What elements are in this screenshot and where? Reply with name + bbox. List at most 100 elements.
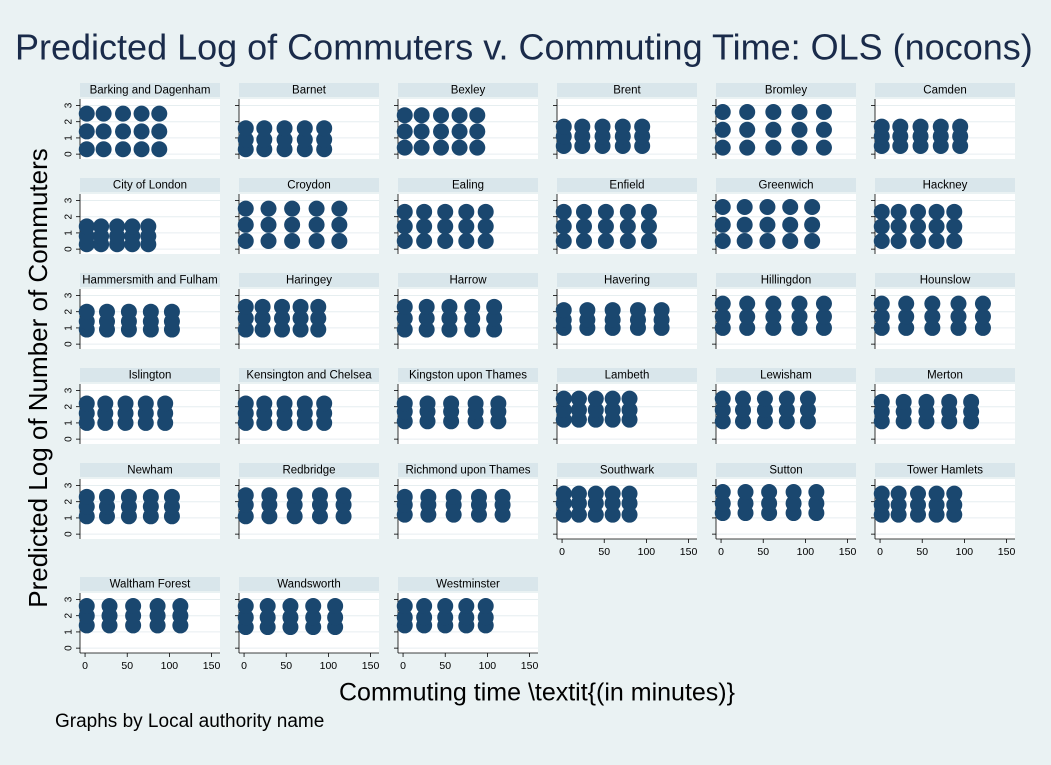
point	[157, 395, 174, 412]
panel-title: Croydon	[287, 180, 330, 192]
x-tick-label: 50	[280, 660, 292, 672]
point	[815, 139, 832, 156]
note: Graphs by Local authority name	[55, 711, 324, 732]
point	[101, 597, 118, 614]
point	[433, 139, 450, 156]
panel: Camden	[871, 83, 1015, 159]
panel-header	[80, 273, 220, 287]
point	[799, 390, 816, 407]
y-tick-label: 3	[64, 387, 75, 393]
point	[804, 216, 821, 233]
point	[477, 203, 494, 220]
point	[785, 483, 802, 500]
panel-header	[80, 83, 220, 97]
point	[910, 218, 927, 235]
point	[172, 597, 189, 614]
point	[441, 310, 458, 327]
point	[808, 495, 825, 512]
point	[477, 609, 494, 626]
y-tick-label: 3	[64, 197, 75, 203]
point	[254, 310, 271, 327]
point	[316, 395, 333, 412]
x-tick-label: 0	[241, 660, 247, 672]
point	[910, 485, 927, 502]
point	[873, 233, 890, 250]
point	[458, 218, 475, 235]
panel-title: Southwark	[600, 465, 655, 477]
point	[765, 103, 782, 120]
panel-header	[239, 178, 379, 192]
point	[587, 485, 604, 502]
point	[78, 488, 95, 505]
point	[736, 198, 753, 215]
y-tick-label: 0	[64, 341, 75, 347]
point	[739, 319, 756, 336]
x-tick-label: 150	[680, 546, 698, 558]
point	[619, 218, 636, 235]
point	[898, 308, 915, 325]
panel-header	[716, 178, 856, 192]
point	[619, 203, 636, 220]
point	[260, 200, 277, 217]
panel-header	[239, 577, 379, 591]
y-tick-label: 2	[64, 612, 75, 618]
point	[78, 597, 95, 614]
panel: Enfield	[553, 178, 697, 254]
panel-header	[80, 463, 220, 477]
point	[396, 597, 413, 614]
point	[151, 141, 168, 158]
panel-title: Camden	[923, 85, 966, 97]
plot-area	[875, 289, 1015, 349]
panel: Barking and Dagenham 0 1 2 3	[64, 83, 220, 159]
point	[237, 216, 254, 233]
point	[396, 123, 413, 140]
x-tick-label: 0	[559, 546, 565, 558]
point	[420, 488, 437, 505]
point	[714, 295, 731, 312]
point	[445, 488, 462, 505]
point	[418, 321, 435, 338]
point	[629, 302, 646, 319]
point	[756, 390, 773, 407]
point	[555, 302, 572, 319]
point	[621, 506, 638, 523]
panel-header	[716, 463, 856, 477]
x-tick-label: 0	[82, 660, 88, 672]
x-tick-label: 100	[797, 546, 815, 558]
point	[815, 103, 832, 120]
point	[276, 395, 293, 412]
x-tick-label: 100	[638, 546, 656, 558]
point	[396, 233, 413, 250]
point	[316, 120, 333, 137]
point	[778, 413, 795, 430]
panel-title: Brent	[613, 85, 641, 97]
point	[137, 395, 154, 412]
panel-header	[716, 83, 856, 97]
panel-header	[875, 178, 1015, 192]
point	[469, 107, 486, 124]
point	[331, 233, 348, 250]
point	[604, 302, 621, 319]
point	[597, 203, 614, 220]
point	[791, 319, 808, 336]
point	[714, 233, 731, 250]
panel-title: Enfield	[609, 180, 644, 192]
point	[396, 488, 413, 505]
point	[910, 233, 927, 250]
panel-title: Merton	[927, 370, 963, 382]
panel-header	[398, 178, 538, 192]
point	[619, 233, 636, 250]
panel: Tower Hamlets 0 50 100 150	[871, 463, 1015, 558]
point	[437, 218, 454, 235]
point	[117, 395, 134, 412]
point	[815, 295, 832, 312]
point	[892, 118, 909, 135]
point	[396, 107, 413, 124]
point	[486, 310, 503, 327]
point	[765, 121, 782, 138]
point	[237, 310, 254, 327]
point	[416, 597, 433, 614]
y-tick-label: 0	[64, 531, 75, 537]
panel-title: Lambeth	[605, 370, 650, 382]
panel: Hounslow	[871, 273, 1015, 349]
